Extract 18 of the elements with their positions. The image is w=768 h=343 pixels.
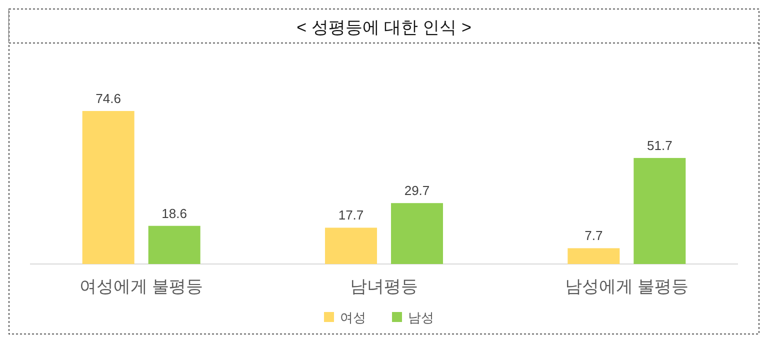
- bar: [391, 203, 443, 264]
- x-tick-label: 남녀평등: [350, 277, 418, 296]
- bar: [634, 158, 686, 264]
- bar: [148, 226, 200, 264]
- data-label: 17.7: [338, 208, 364, 223]
- bar: [568, 248, 620, 264]
- data-label: 29.7: [404, 183, 430, 198]
- data-label: 51.7: [647, 138, 672, 153]
- legend-label: 남성: [408, 310, 434, 325]
- legend-label: 여성: [340, 310, 366, 325]
- data-label: 7.7: [584, 228, 603, 244]
- bar: [325, 228, 377, 264]
- data-label: 18.6: [162, 206, 187, 221]
- x-tick-label: 남성에게 불평등: [564, 277, 689, 296]
- bar: [82, 111, 134, 264]
- x-tick-label: 여성에게 불평등: [79, 277, 204, 296]
- data-label: 74.6: [96, 91, 121, 106]
- chart-title: < 성평등에 대한 인식 >: [296, 18, 472, 37]
